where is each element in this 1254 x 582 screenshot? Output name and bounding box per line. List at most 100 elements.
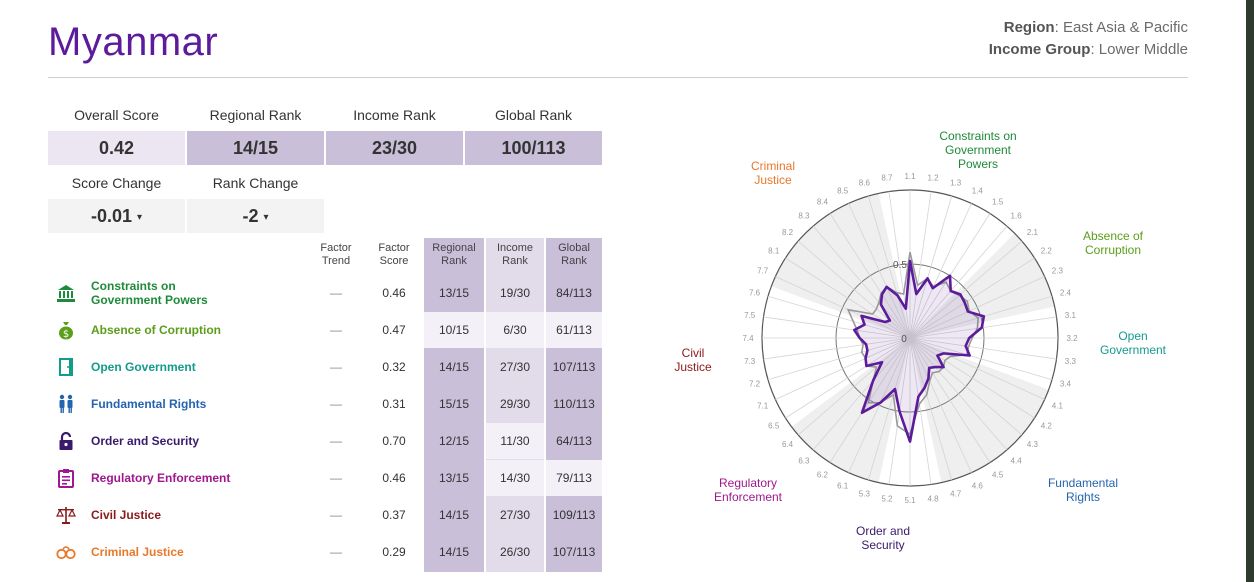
- factor-name[interactable]: Order and Security: [91, 434, 200, 448]
- radar-axis-label: 2.2: [1041, 246, 1053, 255]
- radar-sector-shade: [910, 338, 1049, 483]
- factor-trend: —: [330, 397, 342, 411]
- factor-row[interactable]: Constraints on Government Powers — 0.46 13/1…: [48, 275, 608, 311]
- radar-axis-label: 6.5: [768, 422, 780, 431]
- radar-axis-label: 5.2: [881, 494, 893, 503]
- radar-spoke: [909, 337, 1023, 436]
- col-factor-trend: Factor Trend: [320, 242, 352, 267]
- radar-axis-label: 4.1: [1052, 401, 1064, 410]
- radar-axis-label: 2.4: [1060, 288, 1072, 297]
- radar-factor-label-line: Corruption: [1084, 243, 1142, 257]
- radar-axis-label: 8.7: [881, 174, 893, 183]
- radar-spoke: [909, 203, 972, 339]
- regional-rank-label: Regional Rank: [209, 107, 302, 123]
- radar-factor-label-line: Government: [944, 143, 1012, 157]
- factor-trend: —: [330, 471, 342, 485]
- radar-sector-shade: [791, 338, 910, 483]
- radar-spoke: [848, 203, 911, 339]
- radar-factor-label-line: Enforcement: [713, 490, 783, 504]
- factor-income-rank: 14/30: [486, 460, 544, 496]
- radar-axis-label: 7.6: [749, 288, 761, 297]
- radar-factor-label: Regulatory Enforcement: [688, 476, 808, 504]
- money-bag-icon: $: [56, 320, 76, 340]
- radar-ring-label: 0.5: [893, 260, 907, 271]
- factor-row[interactable]: $ Absence of Corruption — 0.47 10/15 6/30 61/1…: [48, 312, 608, 348]
- radar-spoke: [909, 316, 1057, 339]
- radar-factor-label: Absence of Corruption: [1053, 229, 1173, 257]
- radar-spoke: [909, 337, 1035, 419]
- factor-row[interactable]: Open Government — 0.32 14/15 27/30 107/113: [48, 349, 608, 385]
- score-change-label: Score Change: [71, 175, 162, 191]
- radar-axis-label: 1.5: [992, 198, 1004, 207]
- col-income-rank: Income Rank: [496, 242, 534, 267]
- factor-row[interactable]: Regulatory Enforcement — 0.46 13/15 14/30 79/…: [48, 460, 608, 496]
- col-regional-rank: Regional Rank: [432, 242, 476, 267]
- page-title: Myanmar: [48, 20, 219, 64]
- factor-global-rank: 64/113: [556, 434, 592, 448]
- factor-income-rank: 19/30: [499, 286, 531, 300]
- radar-spoke: [775, 276, 911, 339]
- factor-name[interactable]: Absence of Corruption: [91, 323, 222, 337]
- factor-score: 0.46: [382, 471, 406, 485]
- factor-global-rank: 107/113: [552, 545, 596, 559]
- factor-score: 0.46: [382, 286, 406, 300]
- factor-name[interactable]: Fundamental Rights: [91, 397, 207, 411]
- factor-row[interactable]: Civil Justice — 0.37 14/15 27/30 109/113: [48, 497, 608, 533]
- radar-axis-label: 7.3: [744, 357, 756, 366]
- radar-axis-label: 4.5: [992, 470, 1004, 479]
- factor-global-rank: 84/113: [556, 286, 592, 300]
- lock-icon: [56, 431, 76, 451]
- factor-score: 0.47: [382, 323, 406, 337]
- door-icon: [56, 357, 76, 377]
- radar-spoke: [775, 337, 911, 400]
- income-rank-label: Income Rank: [353, 107, 436, 123]
- factor-name[interactable]: Open Government: [91, 360, 196, 374]
- radar-spoke: [909, 240, 1023, 339]
- clipboard-icon: [56, 468, 76, 488]
- factor-name[interactable]: Constraints on Government Powers: [91, 279, 208, 307]
- col-factor-score: Factor Score: [378, 242, 410, 267]
- scales-icon: [56, 505, 76, 525]
- factor-regional-rank: 13/15: [438, 471, 470, 485]
- radar-spoke: [829, 337, 911, 463]
- factor-name[interactable]: Criminal Justice: [91, 545, 184, 559]
- factor-row[interactable]: Order and Security — 0.70 12/15 11/30 64/113: [48, 423, 608, 459]
- radar-axis-label: 8.6: [859, 179, 871, 188]
- radar-factor-label: Criminal Justice: [713, 159, 833, 187]
- factor-global-rank: 107/113: [552, 360, 596, 374]
- factor-score: 0.32: [382, 360, 406, 374]
- radar-spoke: [812, 337, 911, 451]
- factor-name[interactable]: Regulatory Enforcement: [91, 471, 231, 485]
- radar-factor-label-line: Fundamental: [1047, 476, 1119, 490]
- radar-factor-label-line: Criminal: [750, 159, 795, 173]
- radar-axis-label: 7.4: [742, 334, 754, 343]
- radar-factor-label-line: Rights: [1065, 490, 1100, 504]
- radar-axis-label: 2.1: [1027, 228, 1039, 237]
- radar-sector-shade: [910, 233, 1055, 338]
- factor-income-rank: 6/30: [486, 312, 544, 348]
- factor-global-rank: 109/113: [552, 508, 596, 522]
- factor-regional-rank: 14/15: [438, 545, 470, 559]
- radar-spoke: [848, 337, 911, 473]
- radar-sector-shade: [771, 193, 910, 338]
- radar-axis-label: 8.4: [817, 198, 829, 207]
- factor-row[interactable]: Criminal Justice — 0.29 14/15 26/30 107/113: [48, 534, 608, 570]
- factor-trend: —: [330, 323, 342, 337]
- radar-axis-label: 7.7: [757, 267, 769, 276]
- rank-change-number: -2: [242, 206, 259, 226]
- radar-spoke: [909, 337, 932, 485]
- radar-spoke: [797, 337, 911, 436]
- radar-factor-label: Civil Justice: [633, 346, 753, 374]
- income-rank-value: 23/30: [326, 131, 463, 165]
- rank-change-value: -2 ▾: [187, 199, 324, 233]
- radar-factor-label-line: Powers: [957, 157, 998, 171]
- factor-trend: —: [330, 508, 342, 522]
- factor-name[interactable]: Civil Justice: [91, 508, 162, 522]
- radar-axis-label: 6.3: [798, 456, 810, 465]
- window-edge: [1246, 0, 1254, 582]
- radar-spoke: [909, 276, 1045, 339]
- factor-row[interactable]: Fundamental Rights — 0.31 15/15 29/30 110/113: [48, 386, 608, 422]
- radar-axis-label: 3.4: [1060, 380, 1072, 389]
- radar-spoke: [909, 337, 1053, 381]
- radar-factor-label: Open Government: [1073, 329, 1193, 357]
